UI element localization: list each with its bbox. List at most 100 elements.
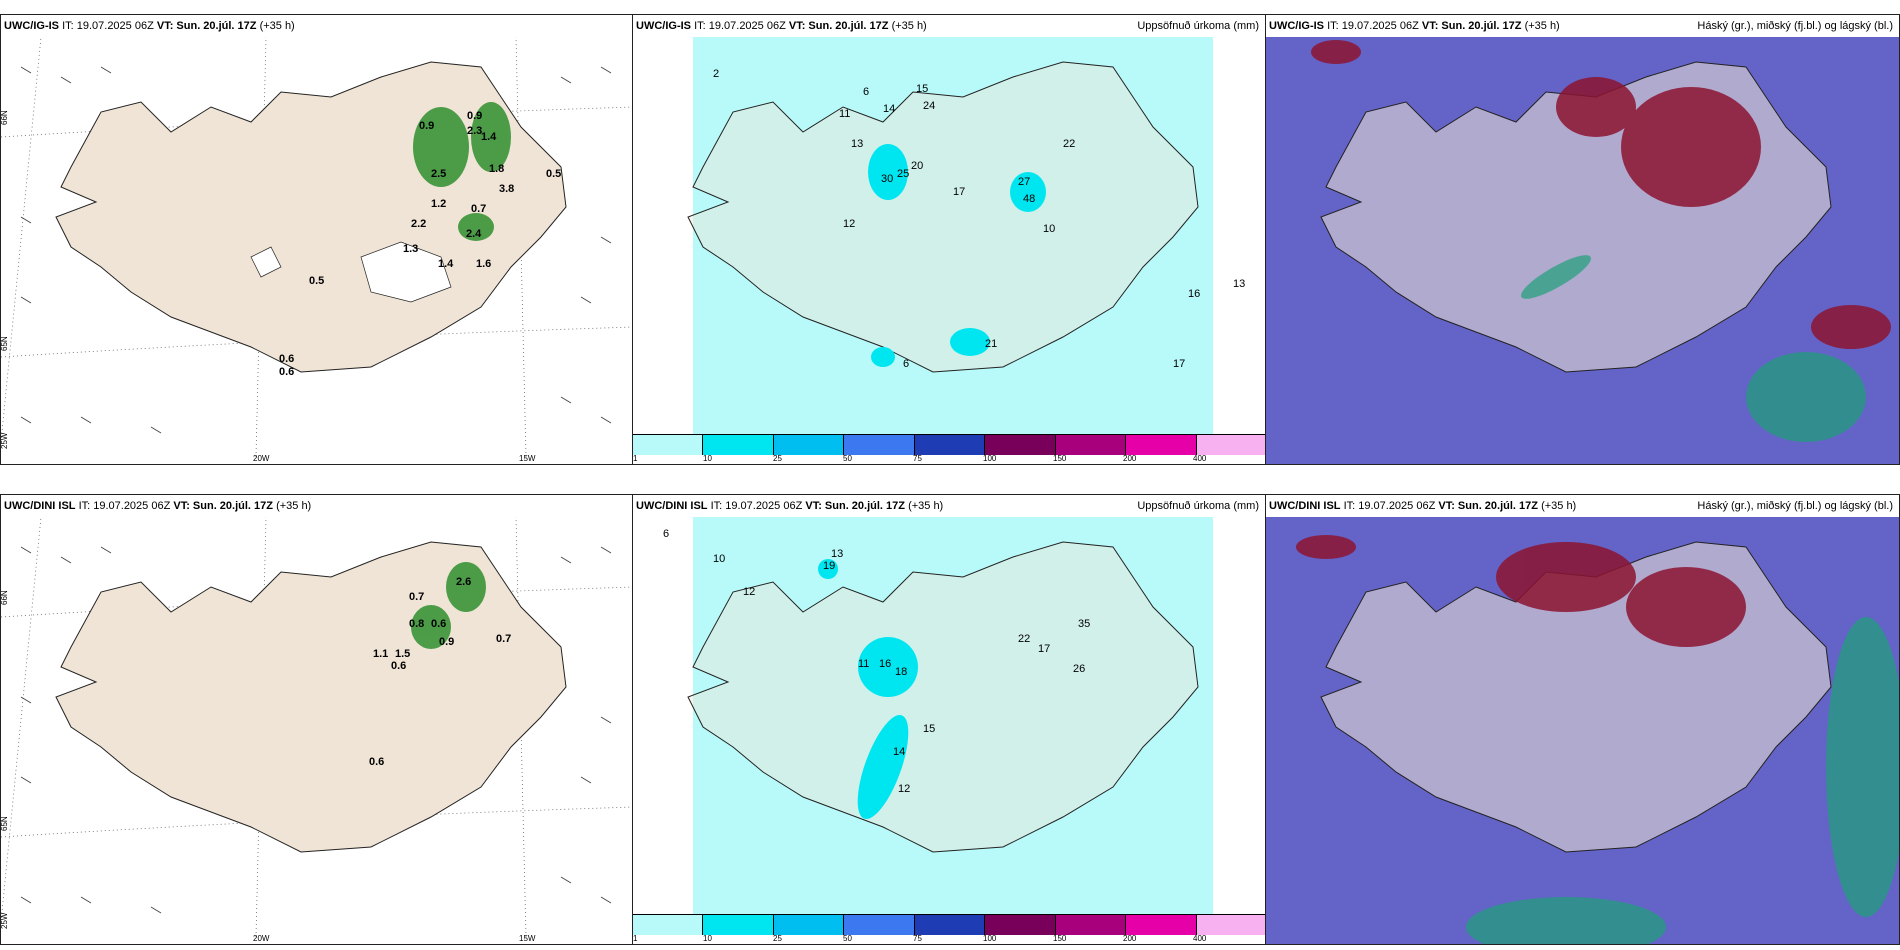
svg-text:19: 19 bbox=[823, 560, 835, 572]
svg-text:0.6: 0.6 bbox=[279, 366, 294, 378]
glaciers bbox=[250, 241, 452, 303]
svg-text:16: 16 bbox=[879, 658, 891, 670]
svg-text:11: 11 bbox=[858, 658, 869, 670]
wind-precip-map: 0.9 0.9 2.3 1.4 2.5 1.8 0.5 3.8 1.2 2.2 … bbox=[1, 37, 632, 463]
colorbar-seg bbox=[633, 435, 704, 455]
svg-text:65N: 65N bbox=[1, 816, 9, 831]
svg-text:1.4: 1.4 bbox=[481, 131, 497, 143]
panel-title: UWC/DINI ISL IT: 19.07.2025 06Z VT: Sun.… bbox=[4, 500, 312, 512]
svg-text:11: 11 bbox=[839, 108, 850, 120]
iceland-land bbox=[687, 61, 1199, 373]
svg-text:20W: 20W bbox=[253, 454, 270, 463]
colorbar-seg bbox=[1126, 435, 1197, 455]
svg-text:1.1: 1.1 bbox=[373, 648, 388, 660]
svg-text:48: 48 bbox=[1023, 193, 1035, 205]
svg-text:26: 26 bbox=[1073, 663, 1085, 675]
svg-text:17: 17 bbox=[1038, 643, 1050, 655]
panel-right-title: Uppsöfnuð úrkoma (mm) bbox=[1137, 500, 1259, 512]
panel-title: UWC/IG-IS IT: 19.07.2025 06Z VT: Sun. 20… bbox=[636, 20, 927, 32]
svg-text:16: 16 bbox=[1188, 288, 1200, 300]
panel-title: UWC/IG-IS IT: 19.07.2025 06Z VT: Sun. 20… bbox=[4, 20, 295, 32]
svg-text:14: 14 bbox=[883, 103, 895, 115]
colorbar-seg bbox=[1055, 435, 1127, 455]
svg-text:66N: 66N bbox=[1, 110, 9, 125]
svg-text:2.3: 2.3 bbox=[467, 125, 482, 137]
svg-text:13: 13 bbox=[851, 138, 863, 150]
panel-title: UWC/DINI ISL IT: 19.07.2025 06Z VT: Sun.… bbox=[636, 500, 944, 512]
svg-text:0.6: 0.6 bbox=[369, 756, 384, 768]
accum-precip-map: 6 10 12 13 19 11 16 18 15 14 12 22 17 35… bbox=[663, 517, 1213, 926]
low-cloud bbox=[1521, 255, 1866, 442]
colorbar-seg bbox=[703, 915, 774, 935]
svg-text:0.8: 0.8 bbox=[409, 618, 424, 630]
colorbar-seg bbox=[844, 915, 915, 935]
svg-text:17: 17 bbox=[953, 186, 965, 198]
colorbar-seg bbox=[1196, 435, 1265, 455]
colorbar-seg bbox=[703, 435, 774, 455]
panel-title: UWC/DINI ISL IT: 19.07.2025 06Z VT: Sun.… bbox=[1269, 500, 1577, 512]
svg-text:14: 14 bbox=[893, 746, 905, 758]
svg-text:2.2: 2.2 bbox=[411, 218, 426, 230]
colorbar-labels: 1 10 25 50 75 100 150 200 400 bbox=[633, 454, 1207, 463]
svg-text:65N: 65N bbox=[1, 336, 9, 351]
precip-mid bbox=[868, 144, 1046, 367]
svg-text:2.6: 2.6 bbox=[456, 576, 471, 588]
svg-text:20: 20 bbox=[911, 160, 923, 172]
wind-barbs bbox=[20, 546, 612, 914]
svg-text:0.9: 0.9 bbox=[419, 120, 434, 132]
svg-text:1.6: 1.6 bbox=[476, 258, 491, 270]
accum-precip-map: 2 6 15 24 14 11 13 30 25 20 17 27 48 12 … bbox=[687, 37, 1245, 446]
colorbar bbox=[633, 914, 1265, 935]
svg-text:22: 22 bbox=[1018, 633, 1030, 645]
svg-text:3.8: 3.8 bbox=[499, 183, 514, 195]
svg-text:24: 24 bbox=[923, 100, 935, 112]
svg-text:12: 12 bbox=[898, 783, 910, 795]
colorbar-seg bbox=[773, 915, 845, 935]
colorbar-seg bbox=[844, 435, 915, 455]
accum-values: 2 6 15 24 14 11 13 30 25 20 17 27 48 12 … bbox=[713, 68, 1245, 370]
svg-text:0.6: 0.6 bbox=[279, 353, 294, 365]
precip-mid bbox=[818, 559, 918, 820]
svg-text:2.5: 2.5 bbox=[431, 168, 446, 180]
panel-right-title: Uppsöfnuð úrkoma (mm) bbox=[1137, 20, 1259, 32]
iceland-land bbox=[687, 541, 1199, 853]
svg-text:0.9: 0.9 bbox=[439, 636, 454, 648]
low-cloud bbox=[1466, 617, 1899, 944]
colorbar-seg bbox=[1055, 915, 1127, 935]
svg-text:35: 35 bbox=[1078, 618, 1090, 630]
svg-text:27: 27 bbox=[1018, 176, 1030, 188]
panel-wind-dini: UWC/DINI ISL IT: 19.07.2025 06Z VT: Sun.… bbox=[0, 494, 633, 945]
panel-right-title: Háský (gr.), miðský (fj.bl.) og lágský (… bbox=[1697, 500, 1893, 512]
colorbar bbox=[633, 434, 1265, 455]
svg-text:13: 13 bbox=[831, 548, 843, 560]
colorbar-seg bbox=[633, 915, 704, 935]
svg-text:0.7: 0.7 bbox=[471, 203, 486, 215]
svg-text:1.2: 1.2 bbox=[431, 198, 446, 210]
svg-text:12: 12 bbox=[743, 586, 755, 598]
svg-text:6: 6 bbox=[903, 358, 909, 370]
svg-text:2.4: 2.4 bbox=[466, 228, 482, 240]
panel-right-title: Háský (gr.), miðský (fj.bl.) og lágský (… bbox=[1697, 20, 1893, 32]
svg-text:0.9: 0.9 bbox=[467, 110, 482, 122]
colorbar-seg bbox=[985, 915, 1056, 935]
svg-text:1.4: 1.4 bbox=[438, 258, 454, 270]
svg-text:0.7: 0.7 bbox=[409, 591, 424, 603]
accum-values: 6 10 12 13 19 11 16 18 15 14 12 22 17 35… bbox=[663, 528, 1090, 795]
svg-text:30: 30 bbox=[881, 173, 893, 185]
panel-cloud-ig: UWC/IG-IS IT: 19.07.2025 06Z VT: Sun. 20… bbox=[1265, 14, 1900, 465]
colorbar-seg bbox=[985, 435, 1056, 455]
colorbar-seg bbox=[1126, 915, 1197, 935]
cloud-map bbox=[1266, 517, 1899, 944]
svg-text:2: 2 bbox=[713, 68, 719, 80]
svg-text:1.3: 1.3 bbox=[403, 243, 418, 255]
svg-text:66N: 66N bbox=[1, 590, 9, 605]
svg-text:0.7: 0.7 bbox=[496, 633, 511, 645]
panel-accum-ig: UWC/IG-IS IT: 19.07.2025 06Z VT: Sun. 20… bbox=[632, 14, 1266, 465]
precip-patches bbox=[411, 562, 486, 649]
precip-values: 0.9 0.9 2.3 1.4 2.5 1.8 0.5 3.8 1.2 2.2 … bbox=[279, 110, 561, 378]
svg-text:20W: 20W bbox=[253, 934, 270, 943]
svg-text:1.5: 1.5 bbox=[395, 648, 410, 660]
svg-text:25W: 25W bbox=[1, 912, 9, 929]
precip-patches bbox=[413, 102, 511, 241]
wind-precip-map: 0.7 2.6 0.8 0.6 0.9 0.7 1.1 1.5 0.6 0.6 … bbox=[1, 517, 632, 943]
